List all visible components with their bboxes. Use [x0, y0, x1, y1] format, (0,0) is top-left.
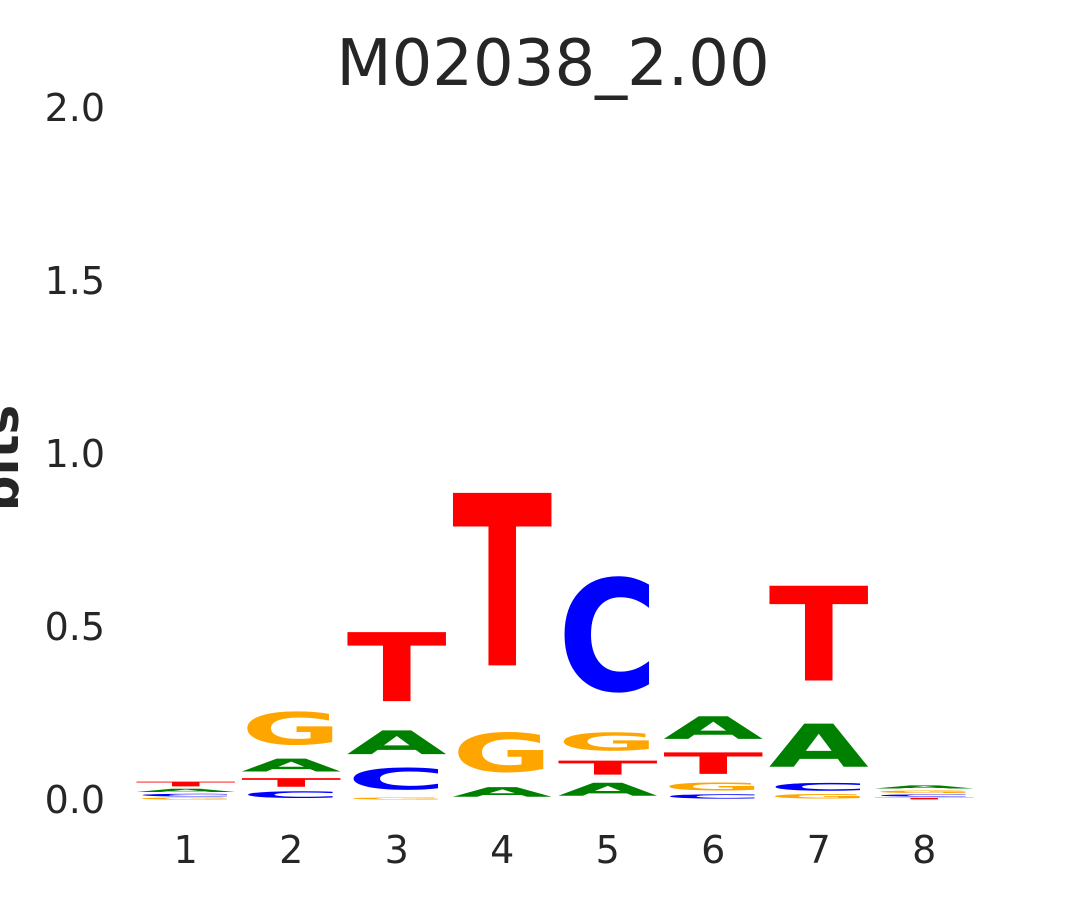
- logo-letter-a: A: [874, 784, 974, 789]
- y-tick-label: 0.0: [45, 778, 105, 822]
- logo-letter-g: G: [874, 790, 974, 794]
- logo-letter-g: G: [347, 797, 447, 800]
- logo-letter-c: C: [347, 762, 447, 796]
- logo-letter-c: C: [136, 793, 236, 797]
- x-tick-label: 5: [596, 828, 620, 872]
- logo-letter-c: C: [558, 549, 658, 728]
- logo-letter-a: A: [347, 724, 447, 762]
- x-tick-label: 2: [279, 828, 303, 872]
- logo-letter-a: A: [769, 712, 869, 781]
- logo-letter-g: G: [558, 727, 658, 756]
- logo-letter-t: T: [347, 614, 447, 724]
- logo-letter-t: T: [558, 757, 658, 779]
- logo-letter-g: G: [452, 723, 552, 785]
- logo-letter-t: T: [663, 746, 763, 780]
- y-axis-ticks: 0.0 0.5 1.0 1.5 2.0: [45, 86, 105, 822]
- logo-letter-a: A: [663, 710, 763, 746]
- logo-letter-t: T: [241, 776, 341, 790]
- logo-letter-a: A: [558, 779, 658, 800]
- logo-letter-c: C: [241, 790, 341, 800]
- x-tick-label: 7: [807, 828, 831, 872]
- y-axis-label: bits: [0, 405, 30, 512]
- logo-letter-c: C: [874, 794, 974, 797]
- y-tick-label: 1.0: [45, 432, 105, 476]
- x-axis-ticks: 1 2 3 4 5 6 7 8: [174, 828, 937, 872]
- logo-column: AGT: [452, 447, 552, 800]
- logo-letter-g: G: [136, 797, 236, 800]
- logo-letter-g: G: [241, 703, 341, 755]
- logo-letter-a: A: [241, 755, 341, 776]
- logo-letter-c: C: [663, 793, 763, 800]
- x-tick-label: 4: [490, 828, 514, 872]
- y-tick-label: 1.5: [45, 259, 105, 303]
- logo-letter-a: A: [136, 788, 236, 793]
- logo-letter-c: C: [769, 781, 869, 793]
- chart-title: M02038_2.00: [336, 27, 769, 101]
- logo-letter-a: A: [452, 784, 552, 800]
- logo-letter-t: T: [874, 797, 974, 800]
- logo-letter-t: T: [136, 780, 236, 788]
- x-tick-label: 6: [701, 828, 725, 872]
- x-tick-label: 8: [912, 828, 936, 872]
- x-tick-label: 3: [385, 828, 409, 872]
- logo-letter-t: T: [769, 559, 869, 711]
- logo-letter-g: G: [663, 781, 763, 793]
- logo-letter-g: G: [769, 793, 869, 800]
- y-tick-label: 2.0: [45, 86, 105, 130]
- logo-letter-t: T: [452, 447, 552, 722]
- y-tick-label: 0.5: [45, 605, 105, 649]
- x-tick-label: 1: [174, 828, 198, 872]
